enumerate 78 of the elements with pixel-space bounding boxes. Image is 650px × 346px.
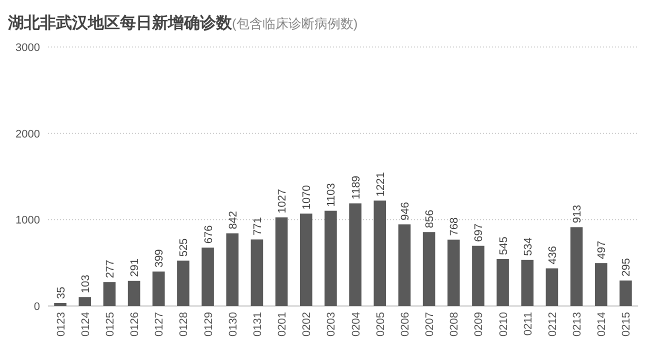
x-tick-label: 0202 [301, 312, 314, 336]
x-tick-label: 0131 [252, 312, 264, 336]
bar [472, 246, 484, 306]
bar [620, 280, 632, 306]
bar [152, 272, 165, 306]
data-label: 1189 [350, 176, 362, 200]
x-tick-label: 0212 [546, 312, 559, 336]
bar [398, 224, 411, 306]
bar [349, 203, 362, 306]
data-label: 545 [498, 236, 510, 255]
data-label: 291 [129, 258, 142, 277]
data-label: 277 [104, 260, 116, 278]
x-tick-label: 0213 [572, 312, 584, 336]
data-label: 676 [202, 225, 215, 244]
x-tick-label: 0125 [104, 312, 116, 336]
x-tick-label: 0206 [399, 312, 412, 336]
data-label: 295 [620, 258, 633, 277]
data-label: 399 [154, 249, 166, 268]
x-tick-label: 0126 [129, 312, 142, 336]
bar [128, 280, 140, 306]
data-label: 1221 [374, 172, 387, 197]
x-tick-label: 0205 [374, 312, 387, 336]
data-label: 856 [424, 210, 436, 228]
bar [103, 282, 116, 306]
x-tick-label: 0214 [596, 312, 608, 336]
bar [275, 217, 288, 306]
bar [521, 260, 534, 306]
bar [496, 258, 509, 306]
x-tick-label: 0204 [350, 312, 362, 336]
x-tick-label: 0215 [620, 312, 633, 336]
bar [177, 260, 190, 306]
x-tick-label: 0124 [80, 312, 92, 336]
bar [78, 297, 92, 306]
bar [546, 268, 558, 306]
data-label: 842 [227, 210, 240, 230]
bar [202, 248, 214, 306]
data-label: 497 [596, 240, 608, 260]
data-label: 35 [55, 286, 68, 299]
data-label: 1070 [301, 185, 314, 210]
x-tick-label: 0128 [178, 312, 190, 336]
bar [226, 233, 239, 306]
x-tick-label: 0209 [473, 312, 486, 336]
data-label: 1103 [326, 183, 338, 207]
bar [594, 263, 608, 306]
x-tick-label: 0123 [55, 312, 68, 336]
data-label: 103 [80, 274, 92, 294]
bar [324, 210, 337, 306]
chart-title: 湖北非武汉地区每日新增确诊数 [7, 14, 233, 32]
x-tick-label: 0201 [276, 312, 289, 336]
x-tick-label: 0210 [498, 312, 510, 336]
data-label: 771 [252, 217, 264, 236]
x-tick-label: 0211 [522, 312, 534, 336]
x-tick-label: 0207 [424, 312, 436, 336]
x-tick-label: 0127 [154, 312, 166, 336]
data-label: 913 [572, 204, 584, 224]
data-label: 1027 [276, 188, 289, 214]
bar [54, 302, 66, 306]
bar [447, 240, 460, 306]
data-label: 525 [178, 238, 190, 257]
data-label: 534 [522, 238, 534, 256]
bar [422, 232, 436, 306]
data-label: 768 [448, 217, 461, 236]
y-tick-label: 1000 [16, 214, 40, 227]
bar [300, 214, 312, 306]
data-label: 697 [473, 223, 486, 242]
bar [374, 200, 386, 306]
data-label: 436 [546, 246, 559, 264]
y-tick-label: 3000 [16, 42, 40, 54]
x-tick-label: 0129 [202, 312, 215, 336]
x-tick-label: 0208 [448, 312, 461, 336]
bar [250, 239, 264, 306]
chart-subtitle: (包含临床诊断病例数) [232, 16, 358, 31]
x-tick-label: 0203 [326, 312, 338, 336]
y-tick-label: 2000 [16, 128, 40, 140]
x-tick-label: 0130 [227, 312, 240, 336]
y-tick-label: 0 [34, 301, 40, 313]
bar [570, 227, 583, 306]
data-label: 946 [399, 202, 412, 220]
